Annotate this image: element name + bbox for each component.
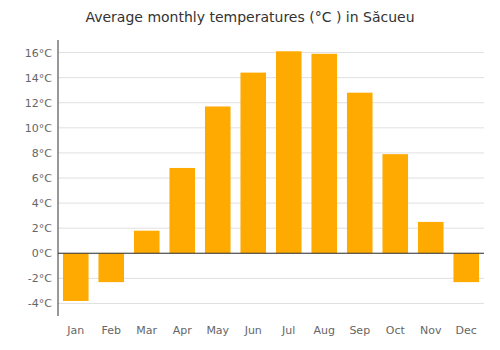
x-tick-label: May — [206, 324, 229, 337]
y-tick-label: 2°C — [32, 222, 52, 235]
grid-line — [58, 77, 484, 78]
bar — [98, 253, 124, 282]
bar — [311, 54, 337, 253]
background — [0, 0, 500, 350]
y-tick-label: 8°C — [32, 147, 52, 160]
y-tick-label: 14°C — [25, 72, 52, 85]
y-tick-label: -2°C — [28, 272, 52, 285]
grid-line — [58, 52, 484, 53]
grid-line — [58, 203, 484, 204]
grid-line — [58, 303, 484, 304]
x-tick-label: Dec — [456, 324, 477, 337]
x-tick-label: Aug — [314, 324, 335, 337]
x-tick-label: Mar — [136, 324, 157, 337]
y-tick-label: 4°C — [32, 197, 52, 210]
bar — [63, 253, 89, 301]
grid-line — [58, 127, 484, 128]
bar — [205, 106, 231, 253]
y-tick-label: 10°C — [25, 122, 52, 135]
y-tick-label: 16°C — [25, 47, 52, 60]
bar — [418, 222, 444, 253]
x-tick-label: Sep — [349, 324, 370, 337]
bar — [169, 168, 195, 253]
x-tick-label: Jul — [281, 324, 295, 337]
bar — [240, 73, 266, 254]
zero-line — [58, 253, 484, 254]
grid-line — [58, 253, 484, 254]
y-tick-label: 0°C — [32, 247, 52, 260]
x-tick-label: Feb — [102, 324, 121, 337]
y-tick-label: 6°C — [32, 172, 52, 185]
bar — [453, 253, 479, 282]
x-tick-label: Jun — [244, 324, 262, 337]
y-tick-label: 12°C — [25, 97, 52, 110]
grid-line — [58, 178, 484, 179]
x-tick-label: Oct — [386, 324, 406, 337]
x-tick-label: Nov — [420, 324, 442, 337]
y-axis-line — [58, 40, 59, 316]
y-axis: -4°C -2°C 0°C 2°C 4°C 6°C 8°C 10°C 12°C 14°C 16°C — [25, 47, 484, 311]
bar — [134, 231, 160, 254]
y-tick-label: -4°C — [28, 297, 52, 310]
grid-line — [58, 152, 484, 153]
x-tick-label: Apr — [173, 324, 193, 337]
chart: Average monthly temperatures (°C ) in Să… — [0, 0, 500, 350]
x-tick-label: Jan — [66, 324, 84, 337]
grid-line — [58, 102, 484, 103]
bars — [63, 51, 479, 301]
bar — [347, 93, 373, 254]
x-axis: Jan Feb Mar Apr May Jun Jul Aug Sep Oct Nov Dec — [66, 324, 477, 337]
bar — [382, 154, 408, 253]
title: Average monthly temperatures (°C ) in Să… — [85, 9, 414, 25]
bar — [276, 51, 302, 253]
